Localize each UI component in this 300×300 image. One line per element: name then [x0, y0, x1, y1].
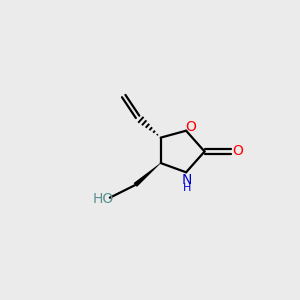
Text: HO: HO	[92, 192, 114, 206]
Text: O: O	[185, 120, 196, 134]
Polygon shape	[134, 163, 161, 187]
Text: H: H	[183, 183, 191, 193]
Text: N: N	[182, 173, 192, 187]
Text: O: O	[232, 144, 243, 158]
